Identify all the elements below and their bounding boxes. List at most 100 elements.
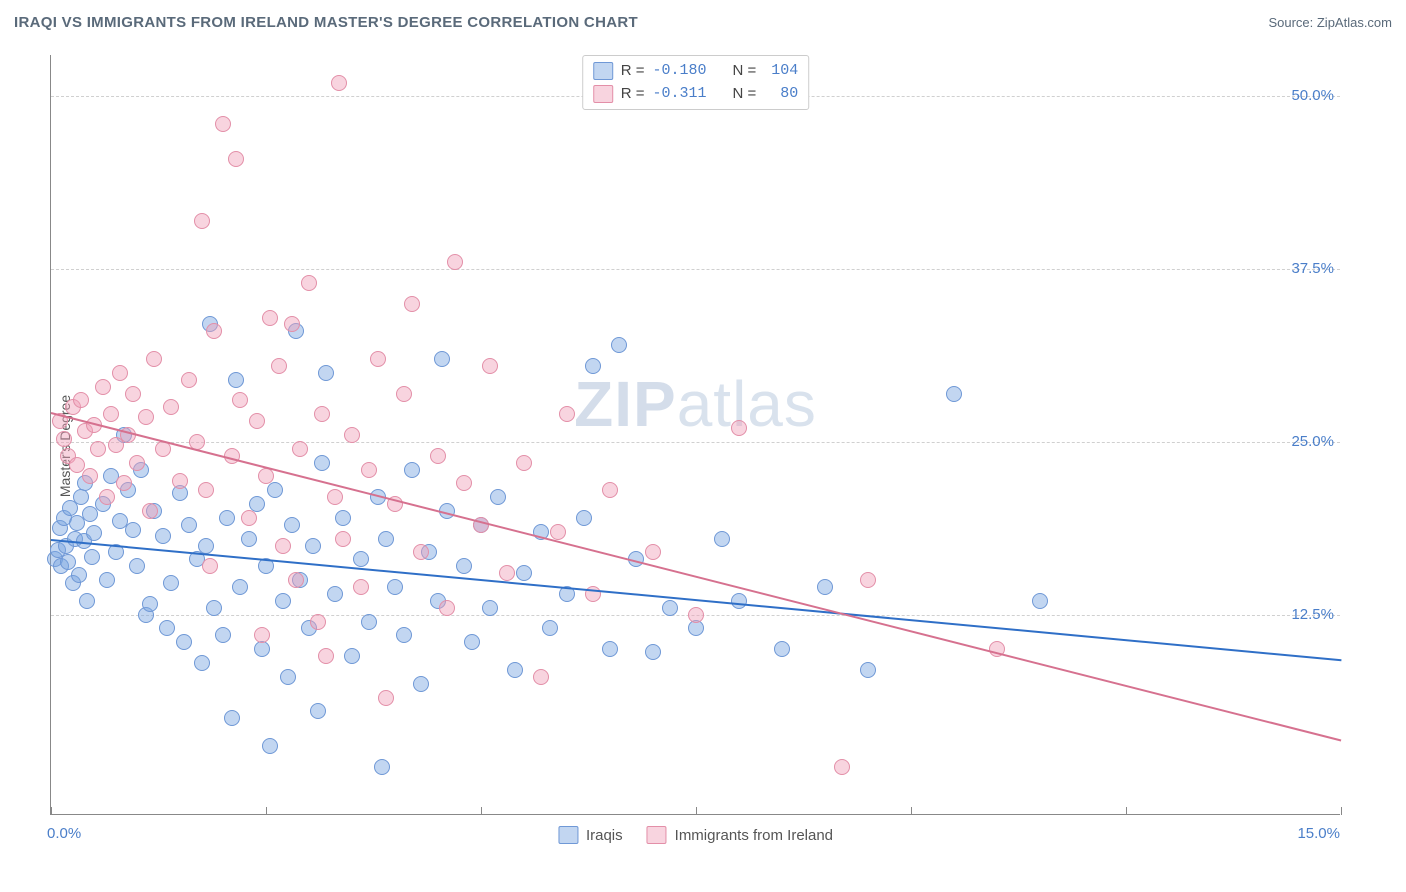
data-point xyxy=(73,489,89,505)
data-point xyxy=(378,531,394,547)
data-point xyxy=(576,510,592,526)
legend-swatch xyxy=(647,826,667,844)
data-point xyxy=(271,358,287,374)
r-value: -0.311 xyxy=(652,83,706,106)
data-point xyxy=(301,275,317,291)
data-point xyxy=(585,358,601,374)
data-point xyxy=(516,455,532,471)
data-point xyxy=(456,475,472,491)
data-point xyxy=(353,579,369,595)
r-label: R = xyxy=(621,83,645,106)
data-point xyxy=(361,462,377,478)
data-point xyxy=(125,386,141,402)
data-point xyxy=(434,351,450,367)
data-point xyxy=(688,607,704,623)
data-point xyxy=(172,473,188,489)
data-point xyxy=(834,759,850,775)
data-point xyxy=(378,690,394,706)
data-point xyxy=(310,703,326,719)
data-point xyxy=(318,648,334,664)
data-point xyxy=(482,358,498,374)
stats-row: R =-0.180N =104 xyxy=(593,60,799,83)
y-tick-label: 37.5% xyxy=(1291,260,1334,277)
data-point xyxy=(305,538,321,554)
data-point xyxy=(550,524,566,540)
data-point xyxy=(361,614,377,630)
x-tick xyxy=(481,807,482,815)
data-point xyxy=(327,586,343,602)
data-point xyxy=(262,738,278,754)
data-point xyxy=(71,567,87,583)
data-point xyxy=(146,351,162,367)
legend-label: Immigrants from Ireland xyxy=(675,827,833,844)
data-point xyxy=(396,386,412,402)
data-point xyxy=(82,468,98,484)
x-tick xyxy=(696,807,697,815)
x-tick xyxy=(266,807,267,815)
data-point xyxy=(860,572,876,588)
data-point xyxy=(215,116,231,132)
data-point xyxy=(645,644,661,660)
data-point xyxy=(138,409,154,425)
data-point xyxy=(254,641,270,657)
data-point xyxy=(228,151,244,167)
trend-line xyxy=(51,539,1341,661)
scatter-plot-area: ZIPatlas 12.5%25.0%37.5%50.0% R =-0.180N… xyxy=(50,55,1340,815)
x-axis-max-label: 15.0% xyxy=(1297,825,1340,842)
data-point xyxy=(507,662,523,678)
data-point xyxy=(176,634,192,650)
data-point xyxy=(344,648,360,664)
data-point xyxy=(602,482,618,498)
data-point xyxy=(292,441,308,457)
data-point xyxy=(275,593,291,609)
r-value: -0.180 xyxy=(652,60,706,83)
y-tick-label: 12.5% xyxy=(1291,606,1334,623)
data-point xyxy=(90,441,106,457)
source-attribution: Source: ZipAtlas.com xyxy=(1268,15,1392,30)
data-point xyxy=(860,662,876,678)
n-value: 80 xyxy=(764,83,798,106)
data-point xyxy=(688,620,704,636)
data-point xyxy=(335,510,351,526)
data-point xyxy=(404,462,420,478)
data-point xyxy=(946,386,962,402)
data-point xyxy=(84,549,100,565)
data-point xyxy=(516,565,532,581)
data-point xyxy=(79,593,95,609)
data-point xyxy=(499,565,515,581)
stats-row: R = -0.311 N = 80 xyxy=(593,83,799,106)
data-point xyxy=(662,600,678,616)
n-label: N = xyxy=(733,60,757,83)
data-point xyxy=(404,296,420,312)
data-point xyxy=(125,522,141,538)
data-point xyxy=(396,627,412,643)
data-point xyxy=(142,596,158,612)
data-point xyxy=(314,406,330,422)
data-point xyxy=(258,468,274,484)
data-point xyxy=(198,482,214,498)
legend-swatch xyxy=(593,85,613,103)
legend-swatch xyxy=(593,62,613,80)
data-point xyxy=(482,600,498,616)
data-point xyxy=(249,413,265,429)
data-point xyxy=(413,544,429,560)
legend-label: Iraqis xyxy=(586,827,623,844)
data-point xyxy=(310,614,326,630)
data-point xyxy=(95,379,111,395)
data-point xyxy=(288,572,304,588)
data-point xyxy=(181,517,197,533)
data-point xyxy=(559,406,575,422)
n-label: N = xyxy=(733,83,757,106)
legend-swatch xyxy=(558,826,578,844)
data-point xyxy=(159,620,175,636)
data-point xyxy=(241,531,257,547)
data-point xyxy=(318,365,334,381)
gridline xyxy=(51,442,1340,443)
legend-item: Immigrants from Ireland xyxy=(647,826,833,844)
data-point xyxy=(181,372,197,388)
data-point xyxy=(129,558,145,574)
data-point xyxy=(142,503,158,519)
data-point xyxy=(439,600,455,616)
data-point xyxy=(86,525,102,541)
data-point xyxy=(314,455,330,471)
